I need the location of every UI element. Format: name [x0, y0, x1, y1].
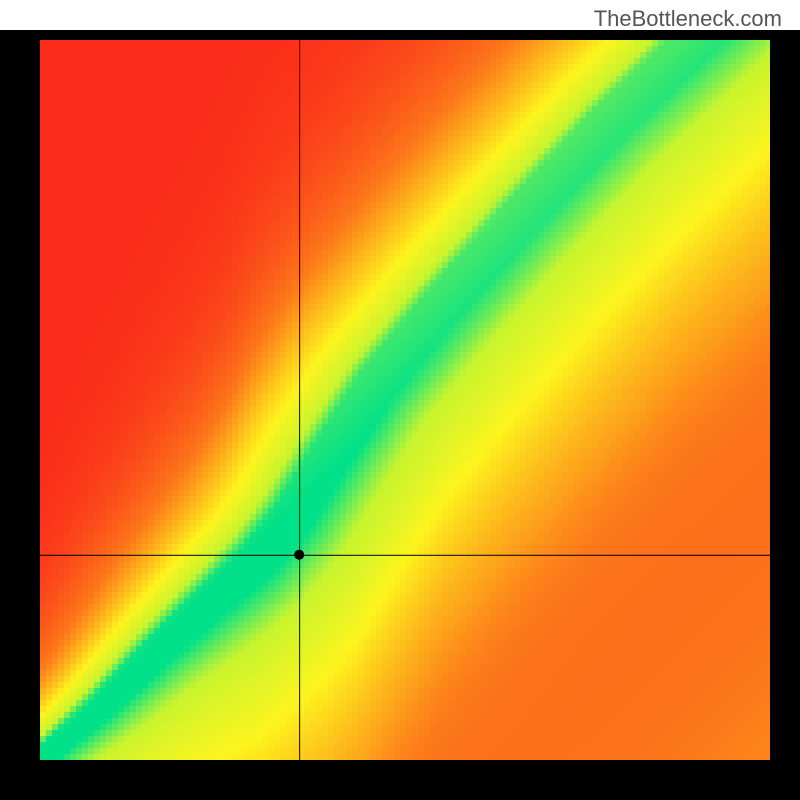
root-container: TheBottleneck.com: [0, 0, 800, 800]
watermark-text: TheBottleneck.com: [594, 6, 782, 32]
heatmap-canvas: [0, 0, 800, 800]
